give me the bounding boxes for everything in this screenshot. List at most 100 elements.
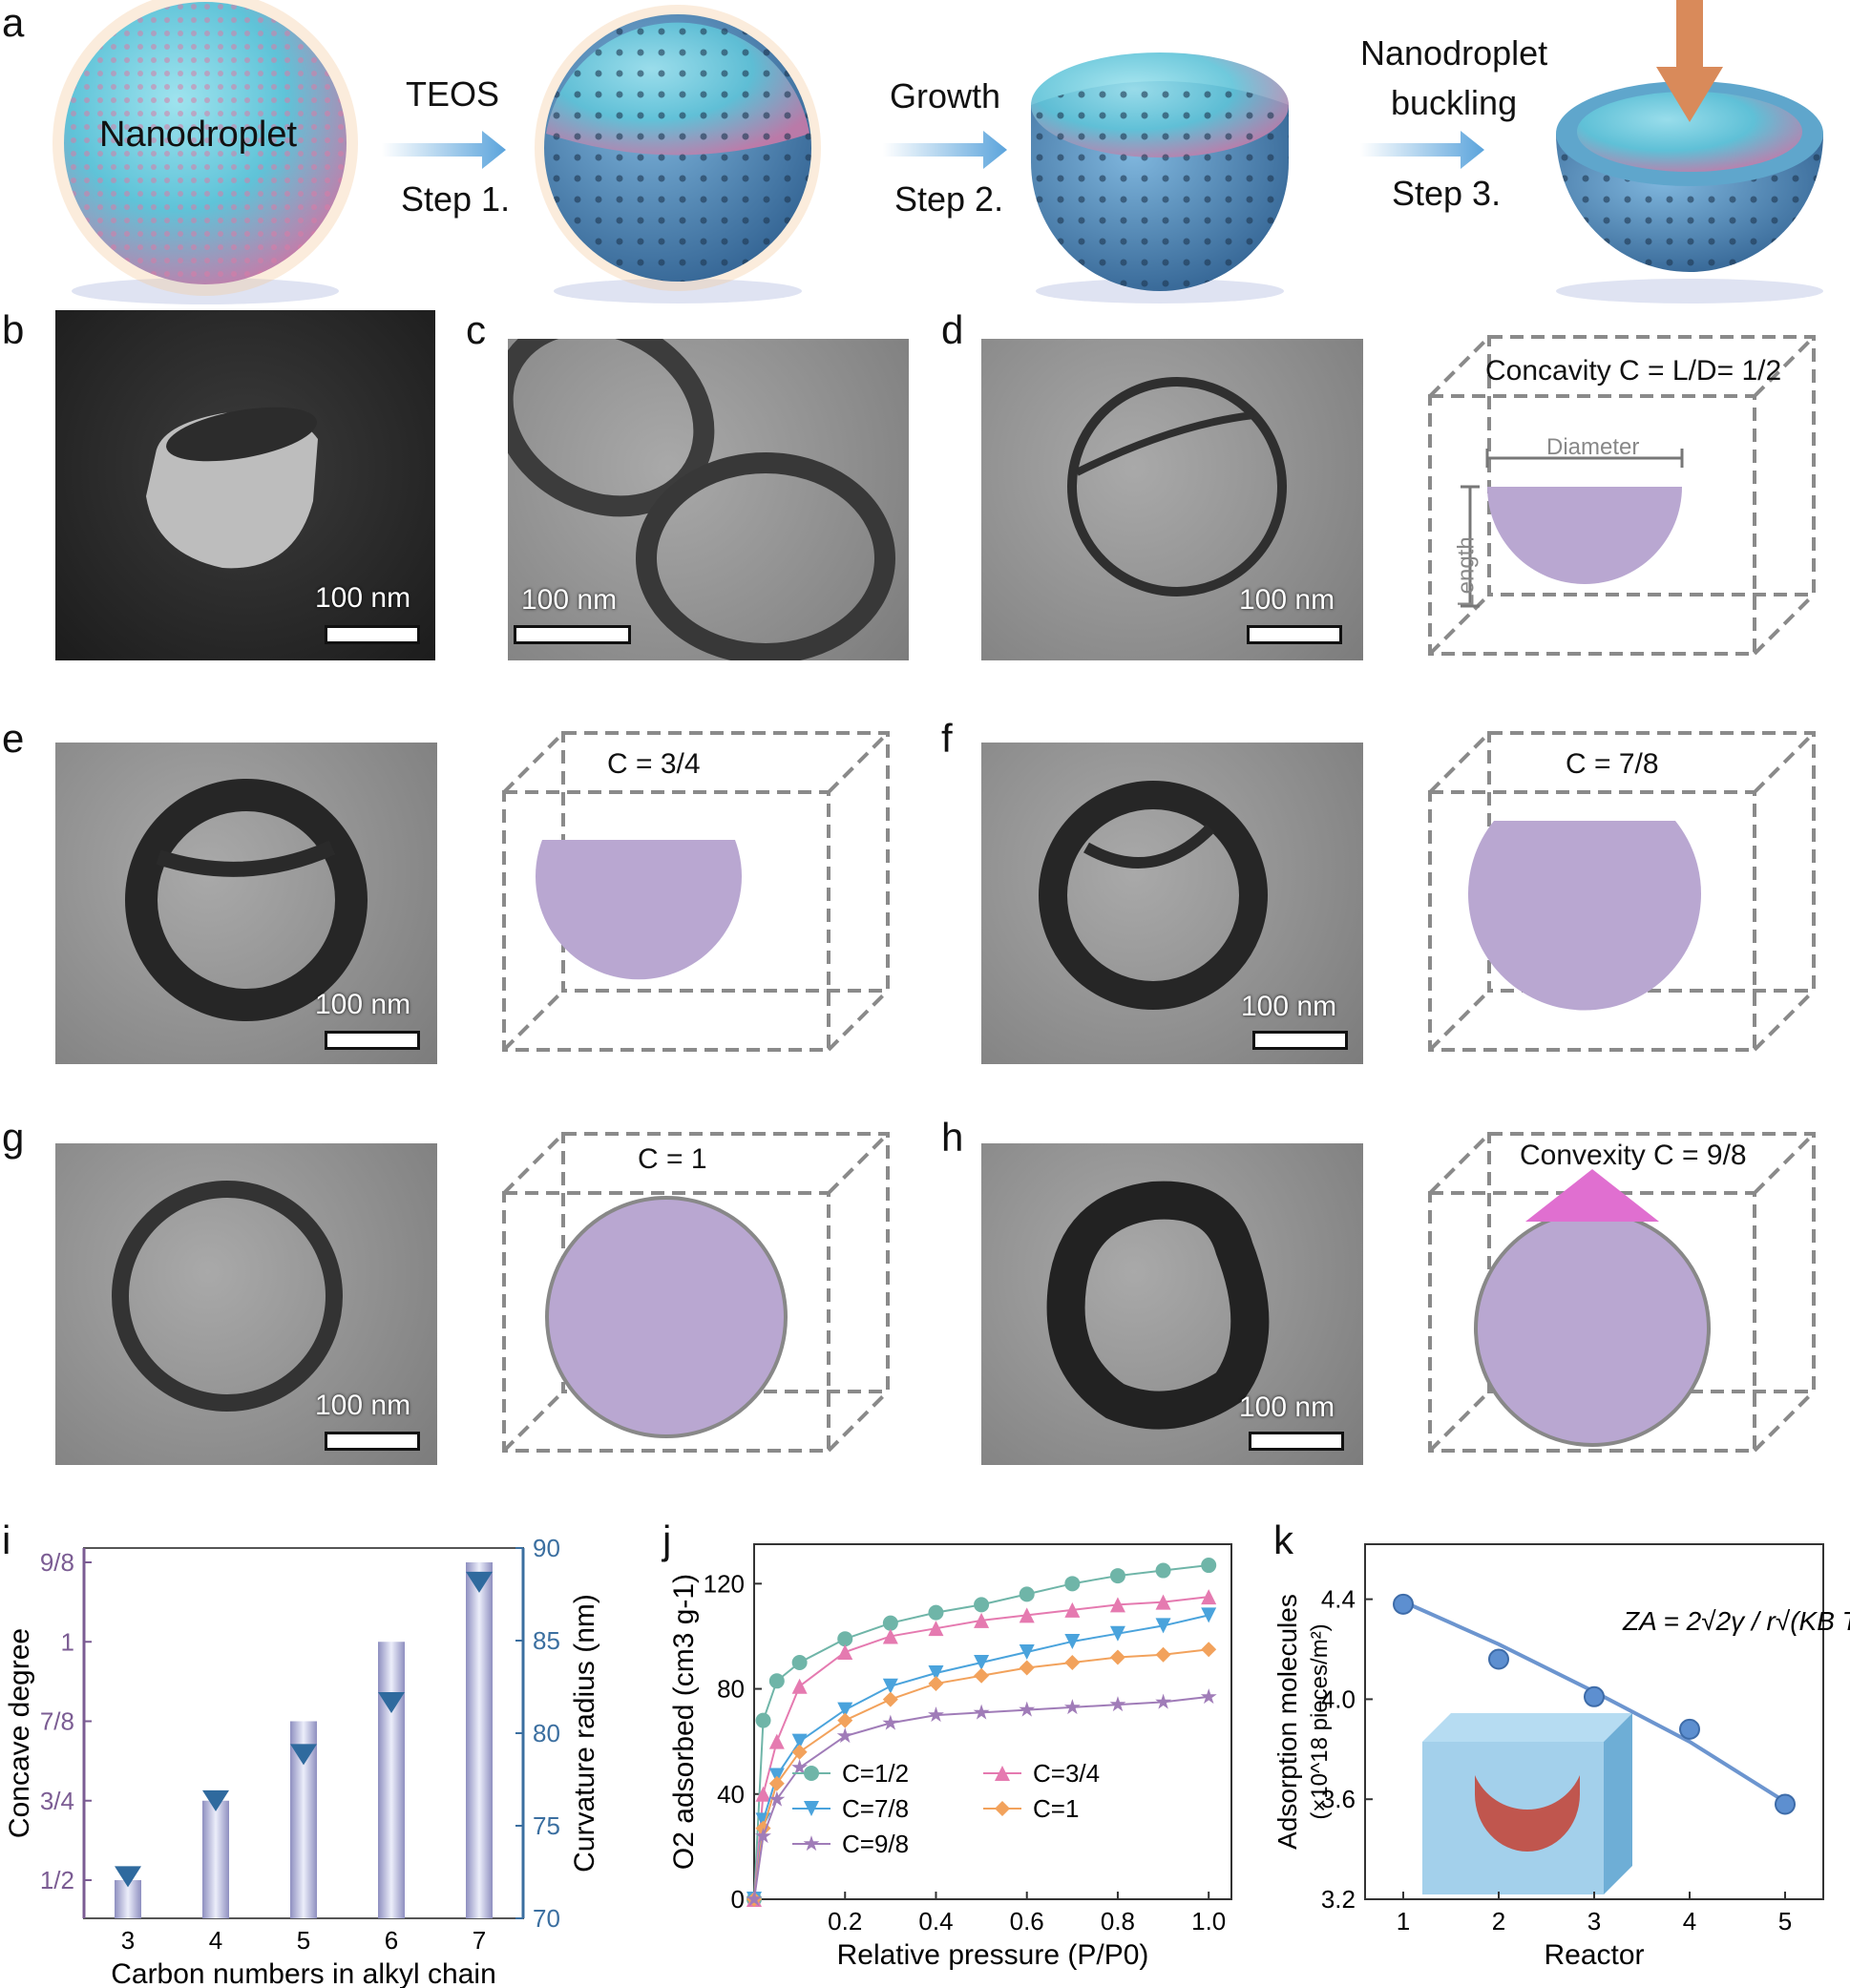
data-point: ★ xyxy=(1154,1689,1173,1713)
legend-label: C=1 xyxy=(1033,1794,1079,1823)
equation: ZA = 2√2γ / r√(KB Tm) xyxy=(1622,1606,1850,1636)
arrow-step-2 xyxy=(883,131,1007,169)
data-point xyxy=(1155,1618,1171,1634)
data-point xyxy=(882,1678,898,1694)
data-point xyxy=(995,1766,1010,1781)
panel-label-a: a xyxy=(2,0,25,45)
sphere-model xyxy=(1474,1210,1711,1447)
left-tick-label: 1/2 xyxy=(40,1866,74,1894)
left-tick-label: 3/4 xyxy=(40,1787,74,1815)
data-point xyxy=(755,1820,771,1836)
x-tick-label: 4 xyxy=(1683,1907,1696,1936)
data-point xyxy=(1109,1568,1125,1584)
x-axis-label: Relative pressure (P/P0) xyxy=(837,1939,1149,1971)
curvature-triangle xyxy=(115,1866,141,1888)
panel-label-b: b xyxy=(2,307,25,352)
data-point xyxy=(1201,1642,1217,1658)
y-tick-label: 120 xyxy=(704,1569,745,1598)
data-point xyxy=(1109,1625,1125,1642)
data-point: ★ xyxy=(1108,1692,1127,1716)
scale-bar-label: 100 nm xyxy=(1241,991,1337,1022)
y-tick-label: 3.6 xyxy=(1321,1785,1356,1813)
droplet-shadow xyxy=(554,279,802,303)
curvature-triangle xyxy=(290,1744,317,1766)
data-point xyxy=(1155,1594,1171,1610)
data-point xyxy=(768,1775,785,1791)
data-point xyxy=(1201,1607,1217,1623)
data-point xyxy=(1019,1643,1035,1660)
data-point: ★ xyxy=(972,1700,991,1724)
scale-bar-label: 100 nm xyxy=(1239,1392,1335,1423)
series-line xyxy=(753,1695,1209,1900)
data-point: ★ xyxy=(754,1824,773,1848)
panel-label-c: c xyxy=(466,307,486,352)
tem-image-c xyxy=(508,339,909,660)
panel-label-d: d xyxy=(941,307,964,352)
data-point xyxy=(974,1612,990,1628)
bowl-shadow xyxy=(1556,279,1823,303)
data-point xyxy=(755,1786,771,1802)
scale-bar xyxy=(1252,1031,1348,1050)
curvature-triangle xyxy=(378,1692,405,1714)
data-point xyxy=(768,1733,785,1749)
panel-label-e: e xyxy=(2,716,25,761)
data-point xyxy=(1109,1597,1125,1613)
x-tick-label: 6 xyxy=(385,1926,398,1955)
scale-bar-label: 100 nm xyxy=(315,582,411,614)
y-tick-label: 4.4 xyxy=(1321,1585,1356,1614)
chart-j: 0.2 0.4 0.6 0.8 1.0 0 40 80 120 ★ ★ ★ ★ ★ ★ ★ ★ ★ ★ ★ ★ ★ C=1/… xyxy=(668,1543,1232,1971)
panel-label-h: h xyxy=(941,1115,964,1160)
data-point xyxy=(1201,1589,1217,1605)
tem-image-e xyxy=(55,743,437,1064)
data-point xyxy=(837,1631,853,1647)
right-tick-label: 70 xyxy=(533,1904,560,1933)
step1-bottom-label: Step 1. xyxy=(401,179,511,219)
legend-label: C=3/4 xyxy=(1033,1759,1100,1788)
model-box-e xyxy=(502,731,890,1052)
panel-label-j: j xyxy=(662,1517,672,1562)
data-point xyxy=(1488,1648,1509,1670)
data-point xyxy=(755,1712,771,1728)
concavity-label: Concavity C = L/D= 1/2 xyxy=(1485,355,1782,387)
data-point: ★ xyxy=(802,1831,821,1855)
x-tick-label: 4 xyxy=(209,1926,222,1955)
panel-label-k: k xyxy=(1273,1517,1293,1562)
x-tick-label: 1 xyxy=(1397,1907,1410,1936)
c-label-e: C = 3/4 xyxy=(607,748,701,780)
left-tick-label: 1 xyxy=(61,1627,74,1656)
right-tick-label: 85 xyxy=(533,1626,560,1655)
scale-bar xyxy=(325,1031,420,1050)
data-point: ★ xyxy=(1062,1695,1082,1719)
arrow-step-3 xyxy=(1360,131,1484,169)
data-point xyxy=(791,1744,808,1760)
hemisphere-model xyxy=(1487,487,1682,584)
panel-label-i: i xyxy=(2,1517,11,1562)
data-point: ★ xyxy=(767,1787,787,1810)
step3-bottom-label: Step 3. xyxy=(1392,174,1502,213)
x-tick-label: 3 xyxy=(1587,1907,1601,1936)
data-point xyxy=(1019,1586,1035,1602)
data-point xyxy=(768,1673,785,1689)
right-tick-label: 80 xyxy=(533,1719,560,1747)
scale-bar-label: 100 nm xyxy=(521,584,618,616)
data-point: ★ xyxy=(881,1710,900,1734)
x-tick-label: 7 xyxy=(473,1926,486,1955)
c-label-f: C = 7/8 xyxy=(1566,748,1659,780)
shell-pores xyxy=(544,14,811,282)
model-box-h xyxy=(1428,1132,1816,1453)
shell-pores xyxy=(1031,81,1289,291)
data-point xyxy=(837,1712,853,1728)
series-line xyxy=(753,1596,1209,1900)
data-point: ★ xyxy=(745,1887,764,1911)
droplet-shadow xyxy=(72,278,339,304)
scale-bar-label: 100 nm xyxy=(315,989,411,1020)
data-point xyxy=(928,1604,944,1621)
data-point xyxy=(995,1801,1010,1816)
x-tick-label: 0.6 xyxy=(1010,1907,1044,1936)
data-point xyxy=(1064,1576,1081,1592)
curvature-triangle xyxy=(466,1571,493,1593)
inset-cube-side xyxy=(1604,1713,1632,1894)
sphere-model xyxy=(536,840,742,980)
c-label-g: C = 1 xyxy=(638,1143,707,1175)
right-tick-label: 90 xyxy=(533,1534,560,1562)
